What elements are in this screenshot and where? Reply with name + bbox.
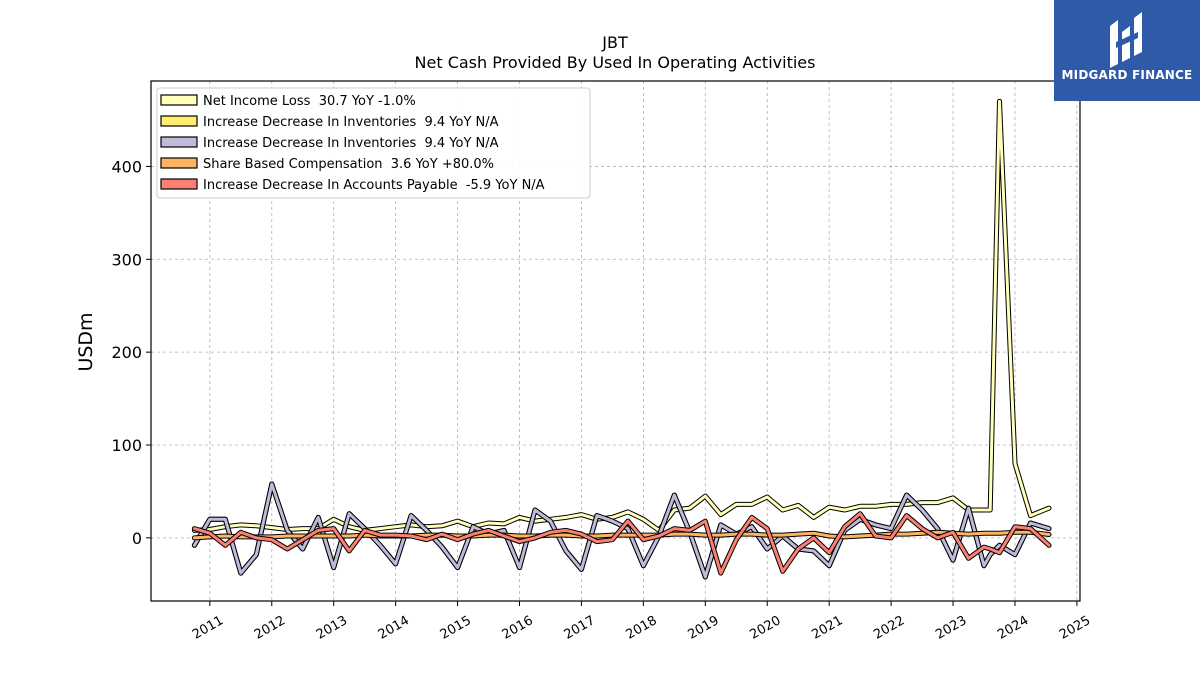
x-ticks: 2011 2012 2013 2014 2015 2016 2017 2018 2019 2020… — [190, 601, 1093, 643]
x-tick-label: 2012 — [252, 613, 288, 643]
x-tick-label: 2018 — [624, 613, 660, 643]
legend: Net Income Loss 30.7 YoY -1.0% Increase D… — [156, 87, 591, 199]
y-tick-label: 0 — [132, 529, 142, 548]
legend-swatch — [160, 94, 198, 106]
series-line — [192, 482, 1051, 579]
logo-text: MIDGARD FINANCE — [1061, 68, 1193, 82]
x-tick-label: 2020 — [747, 613, 783, 643]
legend-label: Increase Decrease In Inventories 9.4 YoY… — [203, 136, 499, 151]
x-tick-label: 2017 — [562, 613, 598, 643]
plot-frame — [150, 80, 1081, 602]
legend-label: Net Income Loss 30.7 YoY -1.0% — [203, 94, 416, 109]
y-tick-label: 200 — [111, 343, 142, 362]
series-layer — [191, 98, 1052, 580]
chart-subtitle: Net Cash Provided By Used In Operating A… — [415, 53, 816, 72]
x-tick-label: 2024 — [995, 613, 1031, 643]
legend-box — [156, 87, 591, 199]
x-tick-label: 2014 — [376, 613, 412, 643]
legend-label: Share Based Compensation 3.6 YoY +80.0% — [203, 157, 494, 172]
legend-label: Increase Decrease In Inventories 9.4 YoY… — [203, 115, 499, 130]
x-tick-label: 2015 — [438, 613, 474, 643]
y-ticks: 0 100 200 300 400 — [111, 157, 151, 548]
legend-swatch — [160, 136, 198, 148]
x-tick-label: 2023 — [933, 613, 969, 643]
series-2 — [191, 481, 1052, 580]
x-tick-label: 2016 — [500, 613, 536, 643]
x-tick-label: 2011 — [190, 613, 226, 643]
x-tick-label: 2013 — [314, 613, 350, 643]
y-tick-label: 400 — [111, 157, 142, 176]
legend-swatch — [160, 115, 198, 127]
brand-logo: MIDGARD FINANCE — [1054, 0, 1200, 101]
x-tick-label: 2025 — [1057, 613, 1093, 643]
y-axis-label: USDm — [75, 312, 97, 371]
x-tick-label: 2022 — [871, 613, 907, 643]
legend-swatch — [160, 178, 198, 190]
legend-label: Increase Decrease In Accounts Payable -5… — [203, 178, 545, 193]
series-line-outline — [191, 511, 1052, 576]
series-line — [192, 512, 1051, 575]
y-tick-label: 300 — [111, 250, 142, 269]
chart-title: JBT — [601, 33, 628, 52]
x-tick-label: 2021 — [809, 613, 845, 643]
legend-swatch — [160, 157, 198, 169]
y-tick-label: 100 — [111, 436, 142, 455]
logo-mark-icon — [1110, 12, 1142, 68]
x-tick-label: 2019 — [685, 613, 721, 643]
series-4 — [191, 511, 1052, 576]
